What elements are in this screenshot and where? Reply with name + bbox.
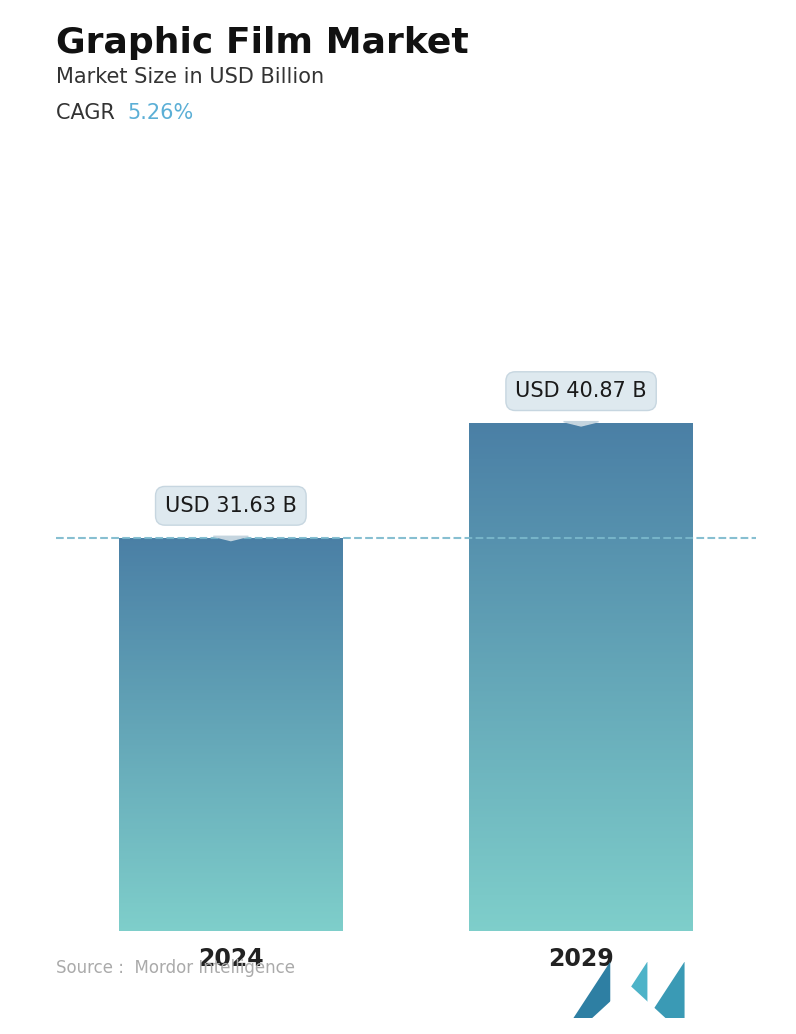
Polygon shape — [573, 962, 611, 1018]
Polygon shape — [647, 962, 685, 1018]
Text: 5.26%: 5.26% — [128, 103, 194, 123]
Text: Source :  Mordor Intelligence: Source : Mordor Intelligence — [56, 960, 295, 977]
Text: Market Size in USD Billion: Market Size in USD Billion — [56, 67, 324, 87]
Text: Graphic Film Market: Graphic Film Market — [56, 26, 469, 60]
Polygon shape — [611, 962, 647, 1018]
Polygon shape — [213, 537, 248, 541]
Text: USD 40.87 B: USD 40.87 B — [515, 382, 647, 414]
Polygon shape — [591, 984, 666, 1018]
Text: USD 31.63 B: USD 31.63 B — [165, 495, 297, 528]
Polygon shape — [564, 422, 599, 426]
Text: CAGR: CAGR — [56, 103, 128, 123]
